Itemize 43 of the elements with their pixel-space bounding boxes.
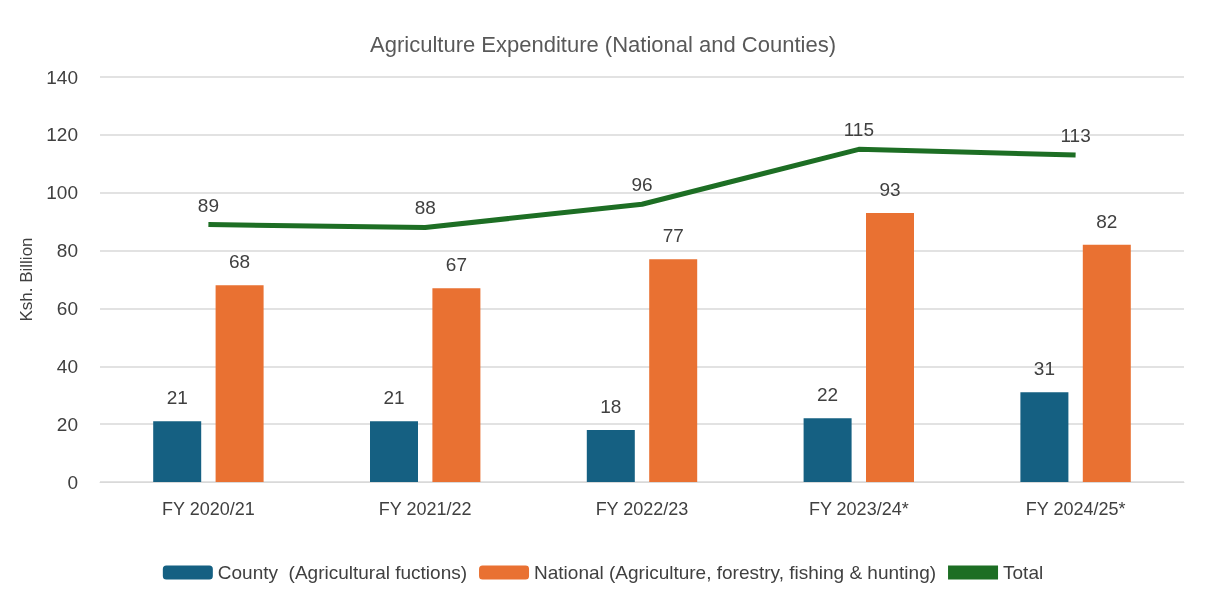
x-tick-label: FY 2020/21: [162, 499, 255, 519]
bar: [370, 421, 418, 482]
bar: [432, 288, 481, 482]
data-label: 115: [843, 119, 874, 141]
x-tick-label: FY 2021/22: [378, 499, 472, 519]
bar: [803, 418, 852, 482]
data-label: 67: [445, 254, 467, 276]
data-label: 89: [197, 194, 219, 216]
data-label: 113: [1060, 125, 1091, 147]
bar: [586, 429, 635, 482]
bar: [215, 285, 264, 482]
y-tick-label: 60: [56, 297, 78, 319]
data-label: 93: [879, 178, 901, 200]
data-label: 18: [600, 395, 622, 417]
data-label: 21: [383, 387, 405, 409]
legend-label: National (Agriculture, forestry, fishing & hunting): [534, 562, 937, 583]
y-axis-title: Ksh. Billion: [17, 237, 37, 322]
bar: [153, 421, 202, 482]
legend-label: Total: [1003, 562, 1044, 583]
bar: [1082, 244, 1131, 482]
data-label: 96: [631, 174, 653, 196]
data-label: 88: [414, 197, 436, 219]
data-label: 31: [1033, 358, 1055, 380]
data-label: 77: [662, 225, 684, 247]
data-label: 22: [817, 384, 839, 406]
bar: [649, 259, 698, 482]
y-tick-label: 0: [67, 471, 78, 493]
data-label: 21: [166, 387, 188, 409]
legend-label: County (Agricultural fuctions): [217, 562, 468, 583]
y-tick-label: 120: [46, 124, 78, 146]
bar: [866, 212, 914, 482]
y-tick-label: 80: [56, 240, 78, 262]
y-tick-label: 140: [46, 66, 78, 88]
y-tick-label: 100: [46, 182, 78, 204]
data-label: 82: [1096, 210, 1118, 232]
y-tick-label: 20: [56, 413, 78, 435]
y-tick-label: 40: [56, 355, 78, 377]
x-tick-label: FY 2024/25*: [1025, 499, 1126, 519]
bar: [1020, 392, 1069, 482]
x-tick-label: FY 2023/24*: [808, 499, 909, 519]
data-label: 68: [229, 251, 251, 273]
chart-title: Agriculture Expenditure (National and Counties): [370, 31, 836, 57]
x-tick-label: FY 2022/23: [595, 499, 689, 519]
